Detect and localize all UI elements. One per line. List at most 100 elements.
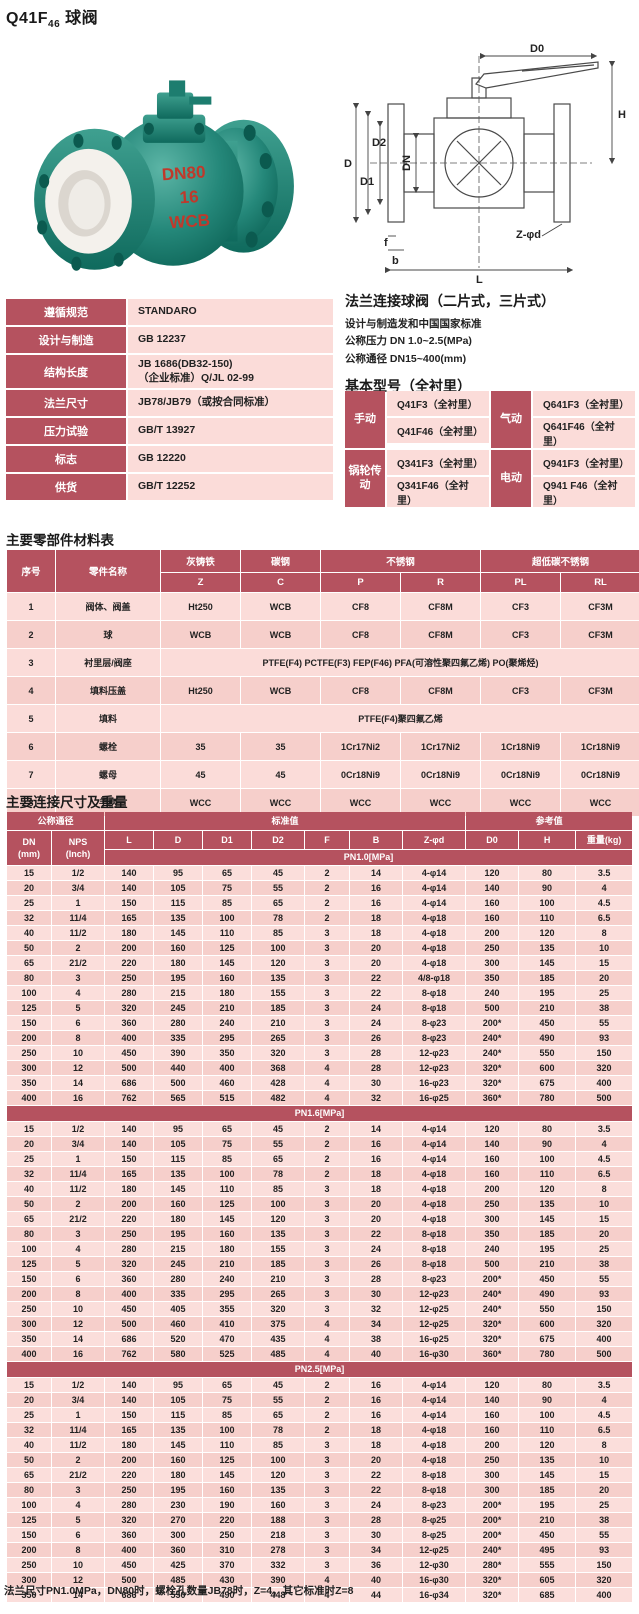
cell-dimension: 155 [252,986,305,1000]
cell-dimension: 14 [52,1332,105,1346]
dimensions-table: 公称通径 标准值 参考值 DN (mm) NPS (Inch) L D D1 D2 … [6,811,633,1603]
cell-dimension: 450 [105,1046,154,1060]
cell-dimension: 115 [154,896,203,910]
cell-dimension: 8-φ18 [403,1483,466,1497]
cell-dimension: 78 [252,1423,305,1437]
model-row: 手动 Q41F3（全衬里） Q41F46（全衬里） 气动 Q641F3（全衬里） Q641… [345,391,635,448]
cell-dimension: 140 [466,881,519,895]
col-header-d2: D2 [252,831,305,849]
cell-dimension: 280 [105,1242,154,1256]
dimension-row: 250 10 450 425 370 332 3 36 12-φ30 280* 555 150 [7,1558,633,1572]
cell-dimension: 195 [519,1498,576,1512]
material-row: 4 填料压盖 Ht250 WCB CF8 CF8M CF3 CF3M [7,677,639,704]
col-header-part-name: 零件名称 [56,550,160,592]
group-header-standard-values: 标准值 [105,812,466,830]
cell-dimension: 240 [203,1016,252,1030]
cell-dimension: 135 [519,941,576,955]
cell-dimension: 400 [105,1543,154,1557]
cell-dimension: 4-φ14 [403,1393,466,1407]
cell-dimension: 32 [350,1091,403,1105]
cell-dimension: 250 [105,1227,154,1241]
cell-dimension: 195 [519,986,576,1000]
cell-dimension: 210 [203,1257,252,1271]
dimension-row: 50 2 200 160 125 100 3 20 4-φ18 250 135 10 [7,1197,633,1211]
cell-material: 1Cr18Ni9 [561,733,639,760]
cell-dimension: 300 [7,1317,51,1331]
spec-row: 供货 GB/T 12252 [6,474,333,501]
cell-dimension: 16 [350,1137,403,1151]
cell-dimension: 120 [519,1438,576,1452]
cell-dimension: 8-φ23 [403,1031,466,1045]
spec-label: 供货 [6,474,126,501]
cell-dimension: 28 [350,1272,403,1286]
cell-dimension: 4-φ14 [403,866,466,880]
model-items: Q941F3（全衬里） Q941 F46（全衬里） [533,450,635,507]
cell-dimension: 28 [350,1061,403,1075]
cell-dimension: 120 [466,866,519,880]
cell-dimension: 16 [52,1347,105,1361]
cell-dimension: 65 [7,1212,51,1226]
cell-dimension: 120 [252,1468,305,1482]
dimension-row: 200 8 400 360 310 278 3 34 12-φ25 240* 495 93 [7,1543,633,1557]
cell-part-name: 阀体、阀盖 [56,593,160,620]
cell-dimension: 250 [203,1528,252,1542]
cell-dimension: 8 [52,1031,105,1045]
cell-dimension: 185 [519,1227,576,1241]
cell-dimension: 55 [252,1137,305,1151]
cell-dimension: 160 [154,1453,203,1467]
cell-dimension: 600 [519,1061,576,1075]
page-title-subscript: 46 [48,19,61,31]
cell-dimension: 185 [252,1257,305,1271]
cell-dimension: 278 [252,1543,305,1557]
cell-dimension: 125 [7,1257,51,1271]
label-d0: D0 [530,43,544,55]
cell-dimension: 2 [305,1137,350,1151]
cell-dimension: 45 [252,1378,305,1392]
cell-dimension: 430 [203,1573,252,1587]
cell-dimension: 150 [576,1046,633,1060]
cell-dimension: 100 [7,1498,51,1512]
label-h: H [618,109,626,121]
spec-value-line: GB 12220 [138,452,186,465]
cell-dimension: 140 [466,1393,519,1407]
cell-dimension: 24 [350,1242,403,1256]
cell-dimension: 482 [252,1091,305,1105]
cell-dimension: 65 [252,896,305,910]
cell-dimension: 26 [350,1031,403,1045]
cell-dimension: 4 [52,1242,105,1256]
valve-outline [387,61,599,223]
cell-dimension: 2 [305,1378,350,1392]
cell-dimension: 16 [350,881,403,895]
cell-dimension: 18 [350,911,403,925]
cell-dimension: 3 [305,1182,350,1196]
cell-dimension: 500 [466,1257,519,1271]
cell-dimension: 16 [52,1091,105,1105]
pn-band-row: PN2.5[MPa] [7,1362,633,1377]
cell-material: CF8M [401,621,481,648]
cell-part-name: 填料 [56,705,160,732]
dimension-row: 20 3/4 140 105 75 55 2 16 4-φ14 140 90 4 [7,1137,633,1151]
col-header-b: B [350,831,403,849]
cell-dimension: 320* [466,1317,519,1331]
cell-dimension: 8-φ23 [403,1016,466,1030]
cell-dimension: 160 [154,1197,203,1211]
cell-dimension: 8-φ18 [403,1242,466,1256]
cell-dimension: 400 [576,1588,633,1602]
cell-material: WCC [161,789,240,816]
cell-material: 0Cr18Ni9 [321,761,400,788]
cell-dimension: 11/2 [52,926,105,940]
cell-dimension: 165 [105,1423,154,1437]
cell-dimension: 93 [576,1031,633,1045]
cell-dimension: 55 [252,1393,305,1407]
cell-material: WCB [241,677,320,704]
cell-dimension: 4 [576,1393,633,1407]
model-table: 手动 Q41F3（全衬里） Q41F46（全衬里） 气动 Q641F3（全衬里） Q641… [345,391,635,507]
cell-dimension: 160 [466,1423,519,1437]
pn-band-label: PN2.5[MPa] [7,1362,633,1377]
marking-pn: 16 [179,187,199,207]
cell-dimension: 1 [52,896,105,910]
cell-dimension: 210 [252,1016,305,1030]
cell-material: 0Cr18Ni9 [561,761,639,788]
materials-table: 序号 零件名称 灰铸铁 碳钢 不锈钢 超低碳不锈钢 Z C P R PL RL … [6,549,639,817]
cell-dimension: 12-φ23 [403,1287,466,1301]
